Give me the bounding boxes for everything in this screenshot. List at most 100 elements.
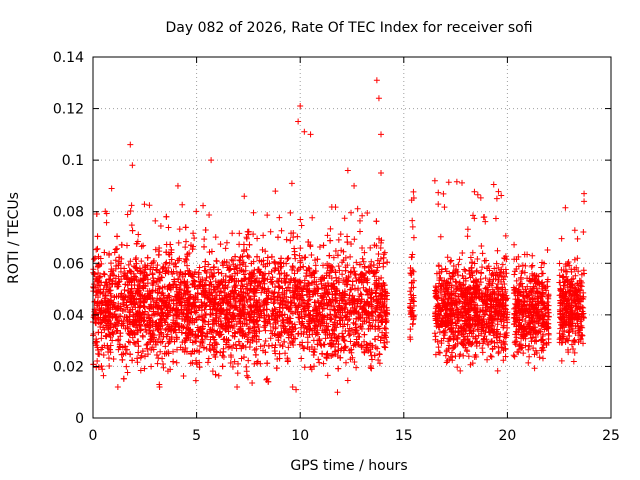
data-point — [251, 360, 258, 367]
data-point — [264, 212, 271, 219]
data-point — [155, 251, 162, 258]
data-point — [135, 349, 142, 356]
data-point — [107, 324, 114, 331]
data-point — [494, 367, 501, 374]
data-point — [333, 274, 340, 281]
data-point — [138, 243, 145, 250]
data-point — [220, 353, 227, 360]
data-point — [479, 349, 486, 356]
data-point — [133, 265, 140, 272]
data-point — [153, 279, 160, 286]
data-point — [206, 345, 213, 352]
data-point — [494, 247, 501, 254]
data-point — [212, 371, 219, 378]
data-point — [377, 337, 384, 344]
data-point — [196, 264, 203, 271]
data-point — [353, 259, 360, 266]
data-point — [243, 235, 250, 242]
data-point — [137, 326, 144, 333]
data-point — [459, 179, 466, 186]
data-point — [122, 350, 129, 357]
data-point — [265, 342, 272, 349]
data-point — [227, 359, 234, 366]
data-point — [408, 254, 415, 261]
data-point — [215, 285, 222, 292]
data-point — [158, 312, 165, 319]
data-points — [90, 77, 588, 396]
data-point — [215, 266, 222, 273]
data-point — [123, 363, 130, 370]
data-point — [203, 310, 210, 317]
data-point — [152, 217, 159, 224]
data-point — [319, 350, 326, 357]
data-point — [356, 261, 363, 268]
data-point — [202, 258, 209, 265]
data-point — [539, 270, 546, 277]
data-point — [175, 239, 182, 246]
data-point — [243, 368, 250, 375]
data-point — [150, 327, 157, 334]
data-point — [319, 327, 326, 334]
data-point — [377, 309, 384, 316]
data-point — [251, 267, 258, 274]
data-point — [278, 227, 285, 234]
data-point — [328, 203, 335, 210]
data-point — [196, 364, 203, 371]
data-point — [125, 261, 132, 268]
data-point — [477, 194, 484, 201]
data-point — [98, 363, 105, 370]
data-point — [100, 372, 107, 379]
data-point — [271, 305, 278, 312]
data-point — [257, 360, 264, 367]
data-point — [410, 234, 417, 241]
data-point — [248, 308, 255, 315]
data-point — [297, 216, 304, 223]
data-point — [380, 254, 387, 261]
data-point — [375, 333, 382, 340]
data-point — [207, 311, 214, 318]
data-point — [284, 358, 291, 365]
data-point — [132, 256, 139, 263]
data-point — [94, 233, 101, 240]
data-point — [138, 258, 145, 265]
data-point — [260, 257, 267, 264]
data-point — [289, 384, 296, 391]
data-point — [409, 251, 416, 258]
data-point — [121, 265, 128, 272]
data-point — [218, 270, 225, 277]
data-point — [409, 223, 416, 230]
data-point — [481, 213, 488, 220]
data-point — [238, 355, 245, 362]
data-point — [298, 222, 305, 229]
data-point — [98, 335, 105, 342]
data-point — [157, 222, 164, 229]
data-point — [332, 247, 339, 254]
data-point — [279, 343, 286, 350]
data-point — [337, 231, 344, 238]
data-point — [345, 332, 352, 339]
data-point — [260, 277, 267, 284]
data-point — [474, 191, 481, 198]
data-point — [112, 257, 119, 264]
data-point — [364, 210, 371, 217]
data-point — [335, 263, 342, 270]
data-point — [170, 297, 177, 304]
data-point — [410, 188, 417, 195]
data-point — [511, 271, 518, 278]
data-point — [456, 256, 463, 263]
data-point — [215, 372, 222, 379]
data-point — [159, 355, 166, 362]
data-point — [182, 244, 189, 251]
data-point — [298, 324, 305, 331]
data-point — [481, 257, 488, 264]
data-point — [310, 337, 317, 344]
data-point — [471, 215, 478, 222]
data-point — [250, 209, 257, 216]
data-point — [490, 181, 497, 188]
data-point — [152, 310, 159, 317]
data-point — [306, 280, 313, 287]
data-point — [146, 202, 153, 209]
data-point — [198, 339, 205, 346]
data-point — [173, 359, 180, 366]
data-point — [118, 276, 125, 283]
